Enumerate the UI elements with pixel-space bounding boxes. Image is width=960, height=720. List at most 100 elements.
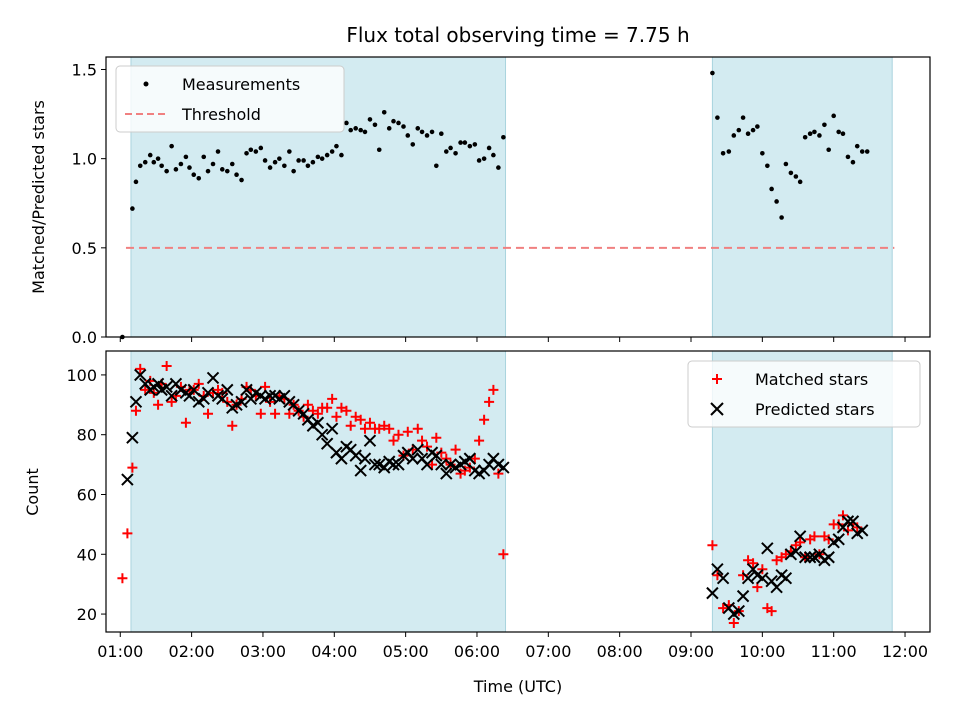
top-legend: Measurements Threshold	[115, 65, 345, 133]
point-p0-s0-25	[239, 177, 244, 183]
point-p1-s1-18	[201, 386, 215, 400]
point-p1-s0-71	[450, 444, 461, 455]
point-p0-s0-7	[155, 156, 161, 161]
point-p1-s0-57	[384, 423, 395, 434]
point-p0-s0-100	[802, 134, 808, 140]
point-p0-s0-58	[396, 120, 401, 126]
point-p0-s0-91	[760, 151, 765, 156]
x-tick-label-1: 02:00	[169, 642, 215, 661]
point-p0-s0-9	[164, 168, 169, 174]
point-p1-s0-53	[364, 417, 375, 428]
point-p0-s0-75	[476, 158, 482, 163]
point-p0-s0-104	[822, 122, 827, 128]
point-p0-s0-12	[178, 161, 184, 167]
point-p0-s0-86	[736, 127, 742, 133]
y-tick-label-0-0: 0.0	[72, 328, 97, 347]
x-tick-label-7: 08:00	[597, 642, 643, 661]
shaded-window-0-1	[711, 56, 893, 338]
point-p0-s0-13	[183, 154, 189, 160]
point-p0-s0-57	[391, 118, 396, 124]
point-p0-s0-6	[151, 159, 157, 165]
point-p1-s1-2	[129, 395, 143, 409]
point-p1-s0-82	[707, 540, 718, 551]
point-p1-s1-49	[349, 449, 362, 462]
chart-title: Flux total observing time = 7.75 h	[346, 23, 689, 47]
point-p0-s0-3	[137, 163, 143, 169]
point-p1-s0-59	[393, 429, 404, 440]
point-p0-s0-21	[219, 167, 225, 172]
point-p0-s0-74	[472, 142, 478, 147]
point-p1-s1-26	[240, 383, 253, 397]
point-p1-s1-25	[235, 395, 248, 409]
point-p0-s0-32	[272, 159, 278, 165]
point-p1-s0-44	[322, 402, 333, 413]
point-p1-s0-76	[474, 435, 485, 446]
point-p1-s1-38	[297, 407, 310, 420]
point-p0-s0-69	[448, 145, 453, 151]
point-p1-s0-33	[270, 408, 281, 419]
legend-matched-label: Matched stars	[755, 370, 868, 389]
point-p1-s1-67	[435, 458, 448, 471]
y-tick-label-1-2: 60	[77, 485, 97, 504]
point-p1-s0-45	[327, 393, 338, 404]
point-p1-s1-53	[368, 458, 382, 471]
point-p0-s0-84	[726, 149, 732, 154]
point-p1-s1-42	[315, 428, 329, 441]
point-p1-s0-94	[766, 606, 777, 617]
point-p1-s1-73	[463, 452, 477, 465]
point-p0-s0-49	[353, 126, 358, 131]
observing-window-shading	[130, 56, 893, 633]
point-p0-s0-11	[173, 167, 179, 172]
point-p1-s1-61	[406, 452, 419, 465]
point-p1-s1-9	[160, 380, 173, 394]
point-p0-s0-101	[807, 131, 813, 136]
point-p1-s0-24	[227, 420, 238, 431]
point-p0-s0-18	[205, 168, 211, 174]
point-p1-s0-30	[255, 408, 266, 419]
point-p1-s1-92	[761, 542, 774, 555]
point-p0-s0-37	[296, 158, 301, 163]
point-p1-s1-1	[126, 431, 139, 444]
bottom-panel-frame	[105, 350, 931, 633]
point-p1-s1-91	[756, 571, 769, 585]
bottom-legend: Matched stars Predicted stars	[687, 360, 921, 428]
point-p0-s0-15	[191, 172, 197, 178]
point-p1-s1-98	[789, 545, 803, 558]
y-tick-label-1-4: 100	[66, 366, 97, 385]
point-p0-s0-41	[315, 154, 321, 160]
x-tick-label-2: 03:00	[240, 642, 286, 661]
point-p1-s1-17	[197, 392, 210, 406]
point-p0-s0-22	[224, 168, 230, 174]
legend-predicted-label: Predicted stars	[755, 400, 875, 419]
point-p0-s0-83	[720, 151, 726, 156]
point-p1-s0-78	[484, 396, 495, 407]
point-p1-s0-79	[488, 384, 499, 395]
point-p1-s0-77	[479, 414, 490, 425]
point-p1-s1-14	[183, 389, 196, 403]
point-p0-s0-1	[130, 206, 135, 211]
point-p0-s0-72	[462, 140, 468, 145]
legend-predicted-marker	[710, 402, 724, 416]
y-tick-label-1-0: 20	[77, 605, 97, 624]
point-p0-s0-70	[453, 151, 458, 156]
point-p1-s0-3	[130, 405, 141, 416]
point-p0-s0-16	[196, 175, 202, 181]
point-p1-s1-50	[354, 464, 367, 477]
point-p1-s1-105	[822, 551, 835, 564]
point-p0-s0-95	[779, 215, 784, 220]
y-tick-label-0-1: 0.5	[72, 239, 97, 258]
point-p0-s0-19	[210, 161, 216, 167]
point-p0-s0-47	[344, 120, 349, 126]
point-p0-s0-29	[258, 145, 264, 151]
point-p0-s0-40	[310, 159, 316, 165]
point-p0-s0-82	[715, 115, 720, 120]
point-p0-s0-35	[287, 149, 292, 154]
point-p0-s0-39	[305, 163, 311, 169]
point-p0-s0-102	[812, 129, 817, 135]
point-p0-s0-105	[826, 147, 831, 153]
x-tick-label-10: 11:00	[811, 642, 857, 661]
point-p1-s1-62	[411, 443, 424, 456]
tick-layer: 01:00 02:00 03:00 04:00 05:00 06:00 07:00 08:00…	[66, 60, 928, 661]
point-p1-s1-86	[732, 604, 746, 618]
point-p1-s0-42	[312, 408, 323, 419]
